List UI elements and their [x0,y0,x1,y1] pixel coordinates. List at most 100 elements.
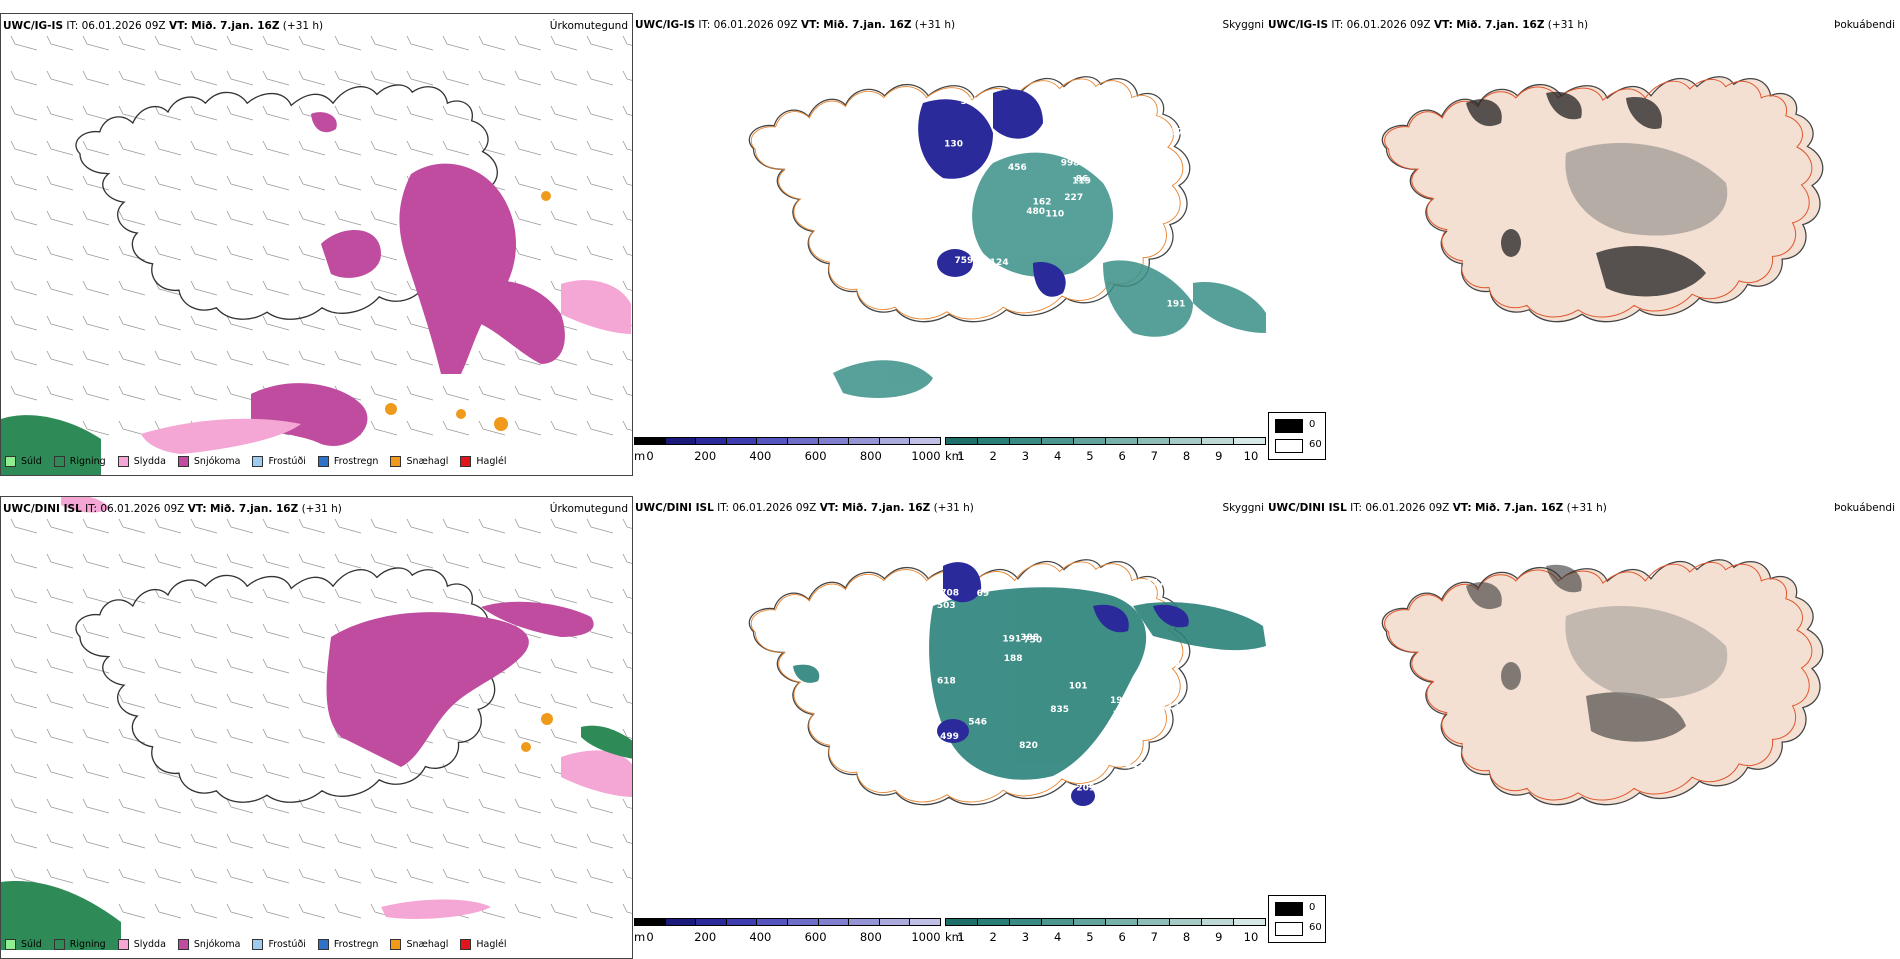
colorbar-tick-label: 0 [646,449,654,463]
legend-swatch-black [1275,419,1303,433]
legend-item-rain: Rigning [53,455,106,467]
wind-barb [226,728,254,744]
wind-barb [46,763,74,779]
legend-swatch [390,938,402,950]
fog-map-top [1381,76,1824,323]
wind-barb [262,280,290,296]
wind-barb [82,105,110,121]
legend-value-0: 0 [1309,902,1316,913]
wind-barb [550,868,578,884]
legend-label: Frostúði [268,455,306,467]
fog-weak-areas [1565,143,1728,236]
wind-barb [226,588,254,604]
colorbar-tick-label: 600 [804,449,827,463]
wind-barb [10,868,38,884]
legend-swatch-white [1275,439,1303,453]
wind-barb [154,658,182,674]
wind-barb [46,35,74,51]
lead-time: (+31 h) [282,20,324,32]
wind-barb [46,553,74,569]
wind-barb [298,210,326,226]
wind-barb [478,70,506,86]
wind-barb [478,140,506,156]
wind-barb [118,280,146,296]
wind-barb [334,763,362,779]
map-value-label: 499 [940,732,959,742]
wind-barb [10,280,38,296]
lead-time: (+31 h) [1566,502,1607,514]
wind-barb [82,420,110,436]
wind-barb [82,280,110,296]
wind-barb [370,868,398,884]
colorbar-tick-label: 8 [1182,449,1191,463]
valid-time: Mið. 7.jan. 16Z [1456,19,1545,31]
wind-barb [190,245,218,261]
wind-barb [550,903,578,919]
wind-barb [514,658,542,674]
colorbar-tick-label: 2 [989,449,997,463]
map-value-label: 238 [1033,137,1052,147]
wind-barb [334,868,362,884]
wind-barb [262,763,290,779]
legend-value-60: 60 [1309,439,1322,450]
wind-barb [622,70,632,81]
valid-time-label: VT: [1452,502,1472,514]
wind-barb [190,623,218,639]
colorbar-tick-label: 2 [989,930,997,944]
wind-barb [298,70,326,86]
wind-barb [298,693,326,709]
wind-barb [550,553,578,569]
wind-barb [478,105,506,121]
sleet-areas [141,280,631,454]
legend-label: Frostregn [333,938,379,950]
wind-barb [82,70,110,86]
wind-barb [550,588,578,604]
model-name: UWC/DINI ISL [3,503,82,515]
wind-barb [190,35,218,51]
init-time: IT: 06.01.2026 09Z [717,502,817,514]
wind-barb [334,553,362,569]
wind-barb [550,420,578,436]
legend-item-freezing-drizzle: Frostúði [252,938,306,950]
wind-barb [226,658,254,674]
wind-barb [118,588,146,604]
wind-barb [334,903,362,919]
colorbar-cell [787,918,819,926]
wind-barb [46,105,74,121]
legend-item-hail: Haglél [460,938,507,950]
colorbar-cell [1169,918,1202,926]
wind-barb [406,350,434,366]
wind-barb [154,70,182,86]
wind-barb [190,140,218,156]
wind-barb [82,693,110,709]
wind-barb [262,658,290,674]
legend-value-0: 0 [1309,419,1316,430]
legend-swatch [317,938,329,950]
wind-barb [550,210,578,226]
colorbar-tick-label: 4 [1053,449,1062,463]
wind-barb [262,553,290,569]
precip-type-panel-top: UWC/IG-IS IT: 06.01.2026 09Z VT: Mið. 7.… [0,13,633,476]
colorbar-tick-label: 1000 [911,449,941,463]
colorbar-tick-label: 7 [1150,449,1158,463]
wind-barb [370,553,398,569]
wind-barb [118,35,146,51]
legend-swatch [5,455,16,467]
wind-barb [46,693,74,709]
wind-barb [190,105,218,121]
wind-barb [298,763,326,779]
wind-barb [226,105,254,121]
wind-barb [154,833,182,849]
colorbar-cell [634,437,666,445]
wind-barb [154,105,182,121]
wind-barb [298,868,326,884]
wind-barb [262,35,290,51]
colorbar-tick-label: 200 [694,930,717,944]
colorbar-cell [725,437,758,445]
legend-item-rain: Rigning [53,938,106,950]
map-value-label: 188 [1004,654,1023,664]
wind-barb [586,693,614,709]
map-value-label: 229 [1176,571,1195,581]
wind-barb [334,280,362,296]
map-value-label: 694 [1161,661,1180,671]
